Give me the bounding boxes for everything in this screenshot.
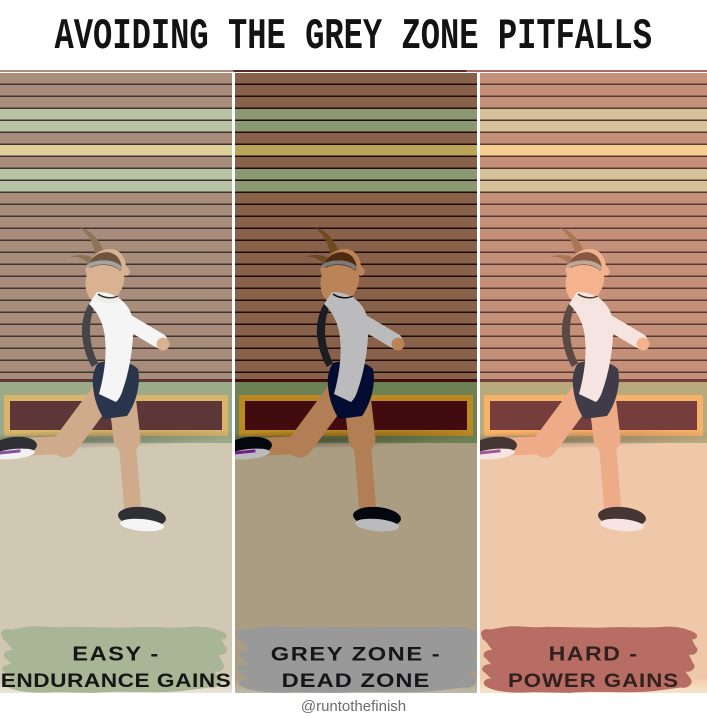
svg-text:EASY -: EASY - <box>72 642 159 665</box>
svg-text:DEAD ZONE: DEAD ZONE <box>282 669 431 692</box>
svg-text:ENDURANCE GAINS: ENDURANCE GAINS <box>1 670 232 691</box>
svg-text:HARD -: HARD - <box>549 642 639 665</box>
svg-text:POWER GAINS: POWER GAINS <box>508 670 679 691</box>
svg-text:GREY ZONE -: GREY ZONE - <box>271 643 441 666</box>
